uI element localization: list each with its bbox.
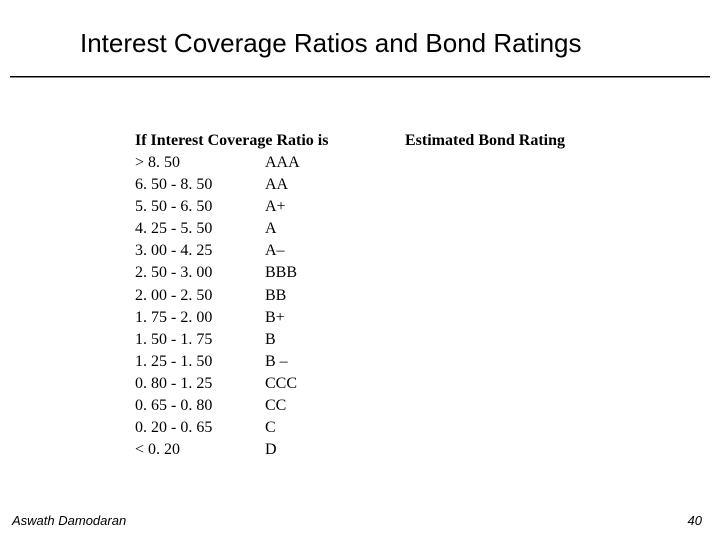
range-cell: 3. 00 - 4. 25 xyxy=(135,240,265,262)
table-row: < 0. 20D xyxy=(135,439,565,461)
rating-cell: B+ xyxy=(265,307,405,329)
rating-cell: A xyxy=(265,218,405,240)
rating-cell: C xyxy=(265,417,405,439)
table-row: 2. 00 - 2. 50BB xyxy=(135,285,565,307)
table-row: > 8. 50AAA xyxy=(135,152,565,174)
rating-cell: BBB xyxy=(265,262,405,284)
rating-cell: AAA xyxy=(265,152,405,174)
range-cell: 0. 20 - 0. 65 xyxy=(135,417,265,439)
rating-cell: B xyxy=(265,329,405,351)
range-cell: 2. 00 - 2. 50 xyxy=(135,285,265,307)
rating-cell: BB xyxy=(265,285,405,307)
rating-cell: A– xyxy=(265,240,405,262)
range-cell: > 8. 50 xyxy=(135,152,265,174)
table-row: 1. 50 - 1. 75B xyxy=(135,329,565,351)
range-cell: 5. 50 - 6. 50 xyxy=(135,196,265,218)
table-row: 0. 20 - 0. 65C xyxy=(135,417,565,439)
table-row: 5. 50 - 6. 50A+ xyxy=(135,196,565,218)
range-cell: 1. 25 - 1. 50 xyxy=(135,351,265,373)
range-cell: 4. 25 - 5. 50 xyxy=(135,218,265,240)
table-row: 3. 00 - 4. 25A– xyxy=(135,240,565,262)
range-cell: 6. 50 - 8. 50 xyxy=(135,174,265,196)
table-row: 4. 25 - 5. 50A xyxy=(135,218,565,240)
footer-page-number: 40 xyxy=(688,513,702,528)
table-row: 2. 50 - 3. 00BBB xyxy=(135,262,565,284)
table-row: 1. 75 - 2. 00B+ xyxy=(135,307,565,329)
range-cell: 2. 50 - 3. 00 xyxy=(135,262,265,284)
rating-cell: B – xyxy=(265,351,405,373)
table-header: If Interest Coverage Ratio is Estimated … xyxy=(135,130,565,152)
range-cell: 0. 65 - 0. 80 xyxy=(135,395,265,417)
title-underline xyxy=(10,76,710,78)
ratings-table: If Interest Coverage Ratio is Estimated … xyxy=(135,130,565,461)
slide: Interest Coverage Ratios and Bond Rating… xyxy=(0,0,720,540)
table-row: 1. 25 - 1. 50B – xyxy=(135,351,565,373)
footer-author: Aswath Damodaran xyxy=(12,513,126,528)
rating-cell: A+ xyxy=(265,196,405,218)
table-row: 6. 50 - 8. 50AA xyxy=(135,174,565,196)
table-row: 0. 65 - 0. 80CC xyxy=(135,395,565,417)
header-col3: Estimated Bond Rating xyxy=(405,130,565,152)
slide-title: Interest Coverage Ratios and Bond Rating… xyxy=(80,28,582,59)
range-cell: 1. 50 - 1. 75 xyxy=(135,329,265,351)
rating-cell: D xyxy=(265,439,405,461)
rating-cell: CCC xyxy=(265,373,405,395)
range-cell: 0. 80 - 1. 25 xyxy=(135,373,265,395)
range-cell: < 0. 20 xyxy=(135,439,265,461)
rating-cell: AA xyxy=(265,174,405,196)
rating-cell: CC xyxy=(265,395,405,417)
range-cell: 1. 75 - 2. 00 xyxy=(135,307,265,329)
header-col1: If Interest Coverage Ratio is xyxy=(135,130,405,152)
table-row: 0. 80 - 1. 25CCC xyxy=(135,373,565,395)
